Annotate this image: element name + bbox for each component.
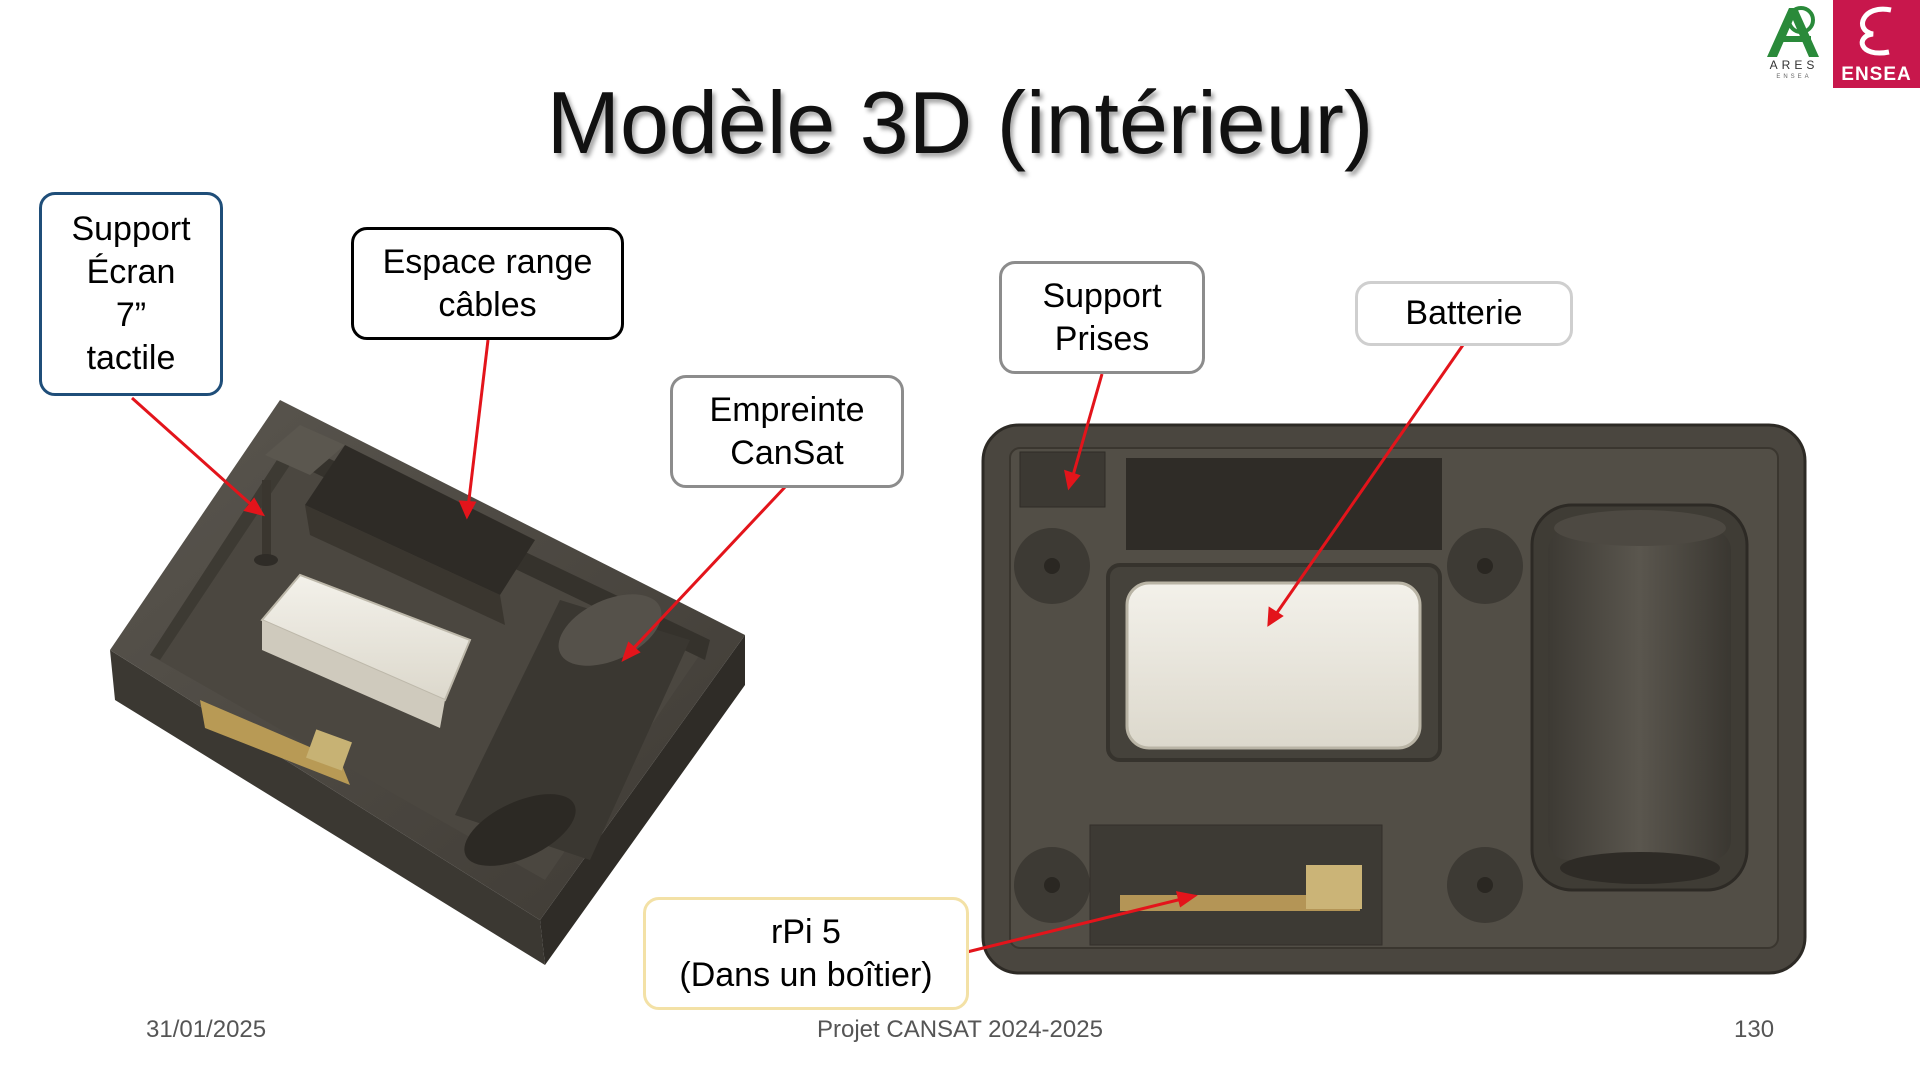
callout-batterie: Batterie	[1355, 281, 1573, 346]
callout-support-prises: Support Prises	[999, 261, 1205, 374]
ares-logo-subtext: ENSEA	[1776, 74, 1812, 80]
callout-line: Empreinte	[709, 390, 865, 429]
callout-line: tactile	[86, 339, 176, 377]
callout-line: Espace range	[382, 242, 593, 281]
callout-line: Prises	[1054, 319, 1150, 358]
ensea-logo-icon	[1859, 6, 1892, 56]
ares-logo-text: ARES	[1769, 58, 1819, 72]
callout-line: 7”	[115, 296, 147, 334]
footer-project: Projet CANSAT 2024-2025	[817, 1016, 1103, 1043]
callout-line: rPi 5	[771, 912, 841, 951]
callout-empreinte-cansat: Empreinte CanSat	[670, 375, 904, 488]
slide-title: Modèle 3D (intérieur)	[546, 73, 1374, 172]
callout-line: Support	[1042, 276, 1162, 315]
callout-line: CanSat	[730, 433, 844, 472]
callout-rpi5: rPi 5 (Dans un boîtier)	[643, 897, 969, 1010]
footer-date: 31/01/2025	[146, 1016, 267, 1043]
callout-arrows	[131, 339, 1465, 954]
callout-line: (Dans un boîtier)	[679, 955, 933, 994]
left-model	[110, 400, 745, 965]
ares-logo-icon	[1767, 6, 1819, 57]
ensea-logo-text: ENSEA	[1841, 64, 1912, 85]
callout-line: Écran	[86, 253, 176, 291]
ensea-logo: ENSEA	[1833, 0, 1920, 88]
callout-line: Batterie	[1405, 294, 1523, 332]
right-model	[981, 423, 1807, 975]
footer-page-number: 130	[1734, 1016, 1775, 1043]
callout-support-ecran: Support Écran 7” tactile	[39, 192, 223, 396]
callout-line: Support	[71, 210, 191, 248]
ares-logo: ARES ENSEA	[1755, 2, 1833, 86]
callout-line: câbles	[438, 285, 537, 324]
callout-espace-range-cables: Espace range câbles	[351, 227, 624, 340]
